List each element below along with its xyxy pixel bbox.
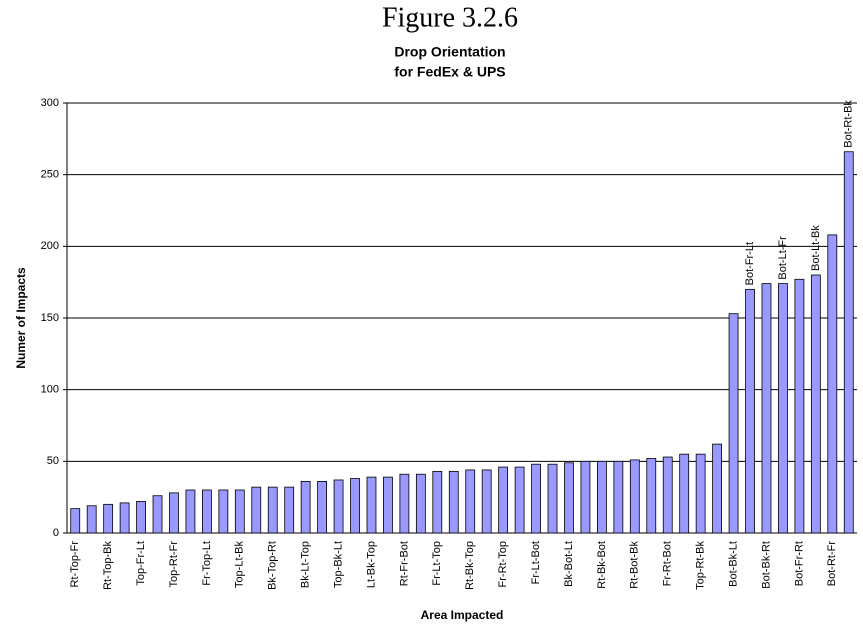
bar bbox=[152, 495, 163, 534]
x-tick-label: Fr-Rt-Bot bbox=[662, 541, 674, 586]
y-tick-label: 200 bbox=[41, 240, 59, 252]
bar bbox=[333, 479, 344, 534]
x-tick-label: Bk-Top-Rt bbox=[267, 541, 279, 590]
x-tick-label: Fr-Lt-Bot bbox=[530, 541, 542, 584]
bar bbox=[399, 473, 410, 534]
y-tick-label: 300 bbox=[41, 97, 59, 109]
x-tick-label: Rt-Bot-Bk bbox=[629, 541, 641, 589]
bar bbox=[695, 453, 706, 534]
x-tick-label: Rt-Top-Fr bbox=[69, 541, 81, 588]
bar bbox=[646, 458, 657, 534]
y-tick-label: 150 bbox=[41, 312, 59, 324]
x-axis-label: Area Impacted bbox=[421, 608, 504, 622]
x-tick-label: Bk-Bot-Lt bbox=[563, 541, 575, 587]
bar bbox=[596, 460, 607, 534]
x-tick-label: Bot-Fr-Rt bbox=[793, 541, 805, 586]
bar bbox=[514, 466, 525, 534]
bar bbox=[481, 469, 492, 534]
x-tick-label: Rt-Bk-Top bbox=[464, 541, 476, 590]
bar bbox=[415, 473, 426, 534]
chart-subtitle: Drop Orientation bbox=[394, 44, 505, 60]
bar bbox=[234, 489, 245, 534]
x-tick-label: Bk-Lt-Top bbox=[300, 541, 312, 588]
x-tick-label: Top-Fr-Lt bbox=[135, 541, 147, 586]
x-tick-label: Top-Bk-Lt bbox=[332, 541, 344, 588]
bar-label: Bot-Lt-Bk bbox=[810, 225, 822, 271]
bar bbox=[728, 313, 739, 534]
bar bbox=[201, 489, 212, 534]
bar bbox=[498, 466, 509, 534]
bar bbox=[317, 480, 328, 534]
x-tick-label: Rt-Fr-Bot bbox=[398, 541, 410, 586]
y-tick-label: 50 bbox=[47, 455, 59, 467]
bar bbox=[629, 459, 640, 534]
x-tick-label: Bot-Bk-Rt bbox=[760, 541, 772, 589]
y-tick-label: 100 bbox=[41, 384, 59, 396]
bar bbox=[448, 470, 459, 534]
bar bbox=[300, 480, 311, 534]
bar bbox=[251, 486, 262, 534]
bar bbox=[547, 463, 558, 534]
x-tick-label: Top-Lt-Bk bbox=[234, 541, 246, 589]
bar bbox=[284, 486, 295, 534]
bar bbox=[70, 508, 81, 534]
bar bbox=[432, 470, 443, 534]
bar bbox=[580, 460, 591, 534]
bar bbox=[794, 278, 805, 534]
bar bbox=[383, 476, 393, 534]
chart-title: Figure 3.2.6 bbox=[382, 2, 518, 33]
bar bbox=[136, 501, 146, 534]
x-tick-label: Lt-Bk-Top bbox=[365, 541, 377, 588]
bar bbox=[827, 234, 838, 534]
x-tick-label: Top-Rt-Fr bbox=[168, 541, 180, 588]
bar bbox=[185, 489, 196, 534]
x-tick-label: Rt-Bk-Bot bbox=[596, 541, 608, 589]
x-tick-label: Bot-Bk-Lt bbox=[727, 541, 739, 587]
chart-subtitle: for FedEx & UPS bbox=[394, 64, 505, 80]
bar bbox=[86, 505, 97, 534]
x-tick-label: Fr-Rt-Top bbox=[497, 541, 509, 587]
bar bbox=[662, 456, 673, 534]
y-tick-label: 250 bbox=[41, 169, 59, 181]
bar bbox=[745, 288, 755, 534]
x-tick-label: Rt-Top-Bk bbox=[102, 541, 114, 590]
bar bbox=[564, 462, 574, 534]
bar bbox=[169, 492, 179, 534]
bar-label: Bot-Fr-Lt bbox=[744, 242, 756, 285]
bar bbox=[843, 151, 854, 534]
bar bbox=[679, 453, 690, 534]
bar-label: Bot-Rt-Bk bbox=[843, 100, 855, 148]
bar bbox=[712, 443, 723, 534]
bar bbox=[465, 469, 476, 534]
bar bbox=[613, 460, 624, 534]
bar bbox=[103, 503, 114, 534]
y-tick-label: 0 bbox=[53, 527, 59, 539]
bar bbox=[531, 463, 541, 534]
bar bbox=[761, 283, 772, 534]
bar bbox=[267, 486, 278, 534]
x-tick-label: Bot-Rt-Fr bbox=[826, 541, 838, 587]
y-axis-label: Numer of Impacts bbox=[14, 267, 28, 369]
bar bbox=[366, 476, 377, 534]
x-tick-label: Fr-Lt-Top bbox=[431, 541, 443, 586]
x-tick-label: Top-Rt-Bk bbox=[695, 541, 707, 590]
bar bbox=[350, 478, 360, 534]
bar-label: Bot-Lt-Fr bbox=[777, 236, 789, 280]
x-tick-label: Fr-Top-Lt bbox=[201, 541, 213, 586]
bar bbox=[218, 489, 229, 534]
bar bbox=[119, 502, 130, 534]
bar bbox=[778, 283, 788, 534]
bar bbox=[810, 274, 821, 534]
